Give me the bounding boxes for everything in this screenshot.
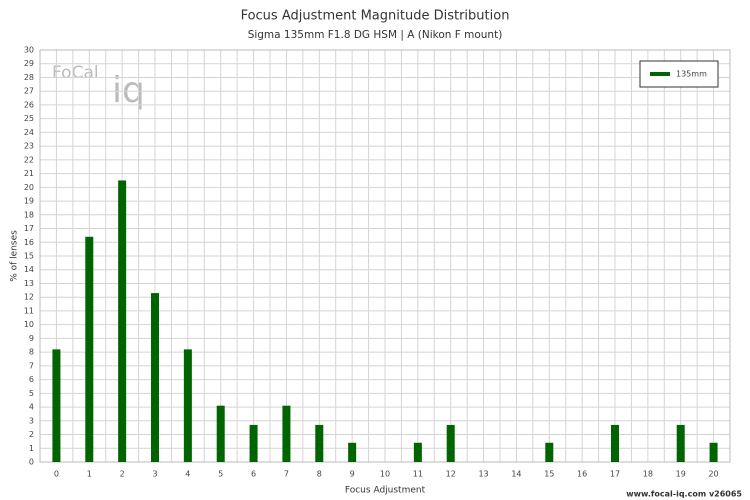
logo-text: FoCal [52,63,99,83]
bar [52,349,61,462]
x-tick-label: 2 [120,470,125,479]
logo-text: iq [112,70,145,111]
y-tick-label: 30 [24,46,34,55]
y-tick-label: 17 [24,224,34,233]
x-tick-label: 18 [643,470,653,479]
x-tick-label: 6 [251,470,256,479]
x-tick-label: 10 [380,470,390,479]
y-tick-label: 1 [29,444,34,453]
y-tick-label: 27 [24,87,34,96]
plot-border [39,49,731,463]
bar [348,442,357,462]
chart-title: Focus Adjustment Magnitude Distribution [241,9,510,24]
bar [413,442,422,462]
x-tick-label: 14 [511,470,521,479]
bar [545,442,554,462]
bar [446,424,455,462]
y-tick-label: 22 [24,155,34,164]
y-tick-label: 0 [29,458,34,467]
bar [611,424,619,462]
y-tick-label: 4 [29,403,34,412]
y-tick-label: 13 [24,279,34,288]
y-tick-label: 10 [24,320,34,329]
bar [183,349,192,462]
y-tick-label: 18 [24,210,34,219]
x-tick-label: 9 [350,470,355,479]
x-tick-label: 7 [284,470,289,479]
y-tick-label: 20 [24,183,34,192]
y-tick-label: 9 [29,334,34,343]
bar [315,424,324,462]
y-axis-label: % of lenses [10,230,20,282]
y-tick-label: 25 [24,114,34,123]
y-tick-label: 12 [24,293,34,302]
y-tick-label: 26 [24,100,34,109]
x-tick-label: 20 [708,470,718,479]
y-tick-label: 14 [24,265,34,274]
y-tick-label: 5 [29,389,34,398]
y-tick-label: 28 [24,73,34,82]
y-tick-label: 23 [24,142,34,151]
x-axis-label: Focus Adjustment [345,486,426,496]
legend-label: 135mm [676,70,707,79]
y-tick-label: 7 [29,361,34,370]
y-tick-label: 3 [29,416,34,425]
bar [282,405,291,462]
x-tick-label: 3 [152,470,157,479]
x-tick-label: 8 [317,470,322,479]
x-tick-label: 13 [478,470,488,479]
bar [118,180,127,462]
chart-subtitle: Sigma 135mm F1.8 DG HSM | A (Nikon F mou… [248,29,503,41]
y-tick-label: 8 [29,348,34,357]
bar [676,424,685,462]
y-tick-label: 15 [24,252,34,261]
footer: www.focal-iq.com v26065 [626,490,742,499]
x-tick-label: 12 [446,470,456,479]
bar [709,442,718,462]
y-tick-label: 19 [24,197,34,206]
bar [249,424,258,462]
x-tick-label: 16 [577,470,587,479]
x-tick-label: 11 [413,470,423,479]
x-tick-label: 1 [87,470,92,479]
y-tick-label: 6 [29,375,34,384]
bar [85,236,94,462]
x-tick-label: 5 [218,470,223,479]
x-tick-label: 19 [676,470,686,479]
y-tick-label: 16 [24,238,34,247]
x-tick-label: 4 [185,470,190,479]
x-tick-label: 17 [610,470,620,479]
x-tick-label: 0 [54,470,59,479]
y-tick-label: 2 [29,430,34,439]
y-tick-label: 11 [24,306,34,315]
y-tick-label: 24 [24,128,34,137]
bar [216,405,225,462]
bar [151,293,159,462]
y-tick-label: 29 [24,59,34,68]
x-tick-label: 15 [544,470,554,479]
y-tick-label: 21 [24,169,34,178]
